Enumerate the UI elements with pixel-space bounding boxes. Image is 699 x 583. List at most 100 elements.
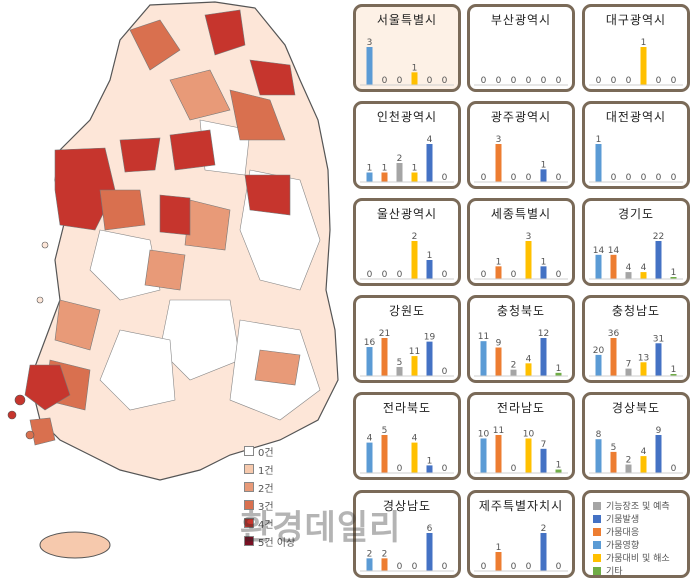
bar	[411, 442, 418, 473]
legend-swatch	[244, 518, 254, 528]
bar	[595, 144, 602, 182]
data-label: 4	[641, 263, 647, 273]
data-label: 0	[481, 562, 487, 572]
bar	[610, 451, 617, 473]
bar	[670, 374, 677, 376]
data-label: 0	[442, 464, 448, 474]
bar	[655, 343, 662, 376]
legend-label: 3건	[258, 501, 274, 513]
data-label: 2	[626, 456, 632, 466]
bar	[411, 356, 418, 376]
legend-item: 3건	[244, 498, 274, 513]
bar	[495, 552, 502, 571]
legend-swatch	[244, 536, 254, 546]
data-label: 5	[397, 358, 403, 368]
data-label: 0	[671, 464, 677, 474]
watermark: 환경데일리	[240, 508, 402, 548]
category-label: 기타	[606, 567, 623, 577]
data-label: 0	[442, 562, 448, 572]
category-label: 가뭄영향	[606, 541, 640, 551]
data-label: 14	[593, 246, 605, 256]
chart-title: 부산광역시	[490, 13, 552, 27]
jeju-island	[39, 531, 111, 559]
chart-title: 세종특별시	[490, 207, 552, 221]
category-swatch	[593, 514, 601, 523]
bar	[366, 47, 373, 85]
data-label: 3	[526, 232, 532, 242]
chart-title: 전라북도	[382, 401, 432, 415]
data-label: 6	[427, 524, 433, 534]
data-label: 4	[526, 354, 532, 364]
category-legend: 기능장조 및 예측 기뭄발생 가뭄대응 가뭄영향 가뭄대비 및 해소 기타	[582, 490, 690, 578]
category-legend-item: 가뭄대비 및 해소	[593, 551, 670, 564]
bar	[366, 442, 373, 473]
data-label: 5	[611, 443, 617, 453]
data-label: 0	[496, 76, 502, 86]
legend-item: 1건	[244, 462, 274, 477]
data-label: 1	[541, 160, 547, 170]
data-label: 11	[493, 426, 504, 436]
data-label: 7	[626, 360, 632, 370]
chart-title: 대구광역시	[605, 13, 667, 27]
chart-title: 대전광역시	[605, 110, 667, 124]
bar	[411, 72, 418, 85]
data-label: 1	[541, 257, 547, 267]
bar-chart: 010 020	[474, 524, 568, 572]
data-label: 1	[412, 63, 418, 73]
region-chart-card: 경상남도 2 2 0 0 6 0	[353, 490, 461, 578]
region-chart-card: 전라북도 4 5 0 4 1 0	[353, 392, 461, 480]
bar	[426, 260, 433, 279]
bar	[625, 272, 632, 279]
data-label: 5	[382, 426, 388, 436]
data-label: 3	[367, 38, 373, 48]
legend-swatch	[244, 500, 254, 510]
data-label: 0	[442, 270, 448, 280]
bar	[366, 347, 373, 376]
region-chart-card: 제주특별자치시 0 1 0 0 2 0	[467, 490, 575, 578]
data-label: 0	[511, 76, 517, 86]
legend-swatch	[244, 446, 254, 456]
bar	[381, 435, 388, 473]
bar	[555, 372, 562, 376]
data-label: 16	[364, 338, 376, 348]
category-swatch	[593, 501, 601, 510]
bar	[640, 272, 647, 279]
data-label: 2	[412, 232, 418, 242]
bar-chart: 030 010	[474, 135, 568, 183]
chart-title: 제주특별자치시	[478, 499, 564, 513]
category-legend-item: 가뭄대응	[593, 525, 639, 538]
data-label: 7	[541, 440, 547, 450]
data-label: 0	[526, 173, 532, 183]
data-label: 14	[608, 246, 620, 256]
data-label: 2	[511, 361, 517, 371]
bar	[540, 338, 547, 376]
data-label: 4	[626, 263, 632, 273]
category-legend-item: 가뭄영향	[593, 538, 639, 551]
chart-title: 강원도	[388, 304, 426, 318]
data-label: 0	[382, 270, 388, 280]
data-label: 1	[427, 456, 433, 466]
bar	[525, 363, 532, 376]
region-chart-card: 대구광역시 0 0 0 1 0 0	[582, 4, 690, 92]
bar	[381, 558, 388, 571]
data-label: 0	[397, 76, 403, 86]
chart-title: 울산광역시	[376, 207, 438, 221]
data-label: 4	[641, 447, 647, 457]
region-chart-card: 충청남도 20 36 7 13 31 1	[582, 295, 690, 383]
category-legend-item: 기뭄발생	[593, 512, 639, 525]
choropleth-map: 0건 1건 2건 3건 4건 5건 이상	[0, 0, 348, 583]
bar	[426, 465, 433, 473]
legend-item: 4건	[244, 516, 274, 531]
bar-chart: 10 0 0 0 0	[589, 135, 683, 183]
data-label: 0	[611, 173, 617, 183]
chart-title: 경상북도	[611, 401, 661, 415]
data-label: 0	[382, 76, 388, 86]
bar	[495, 347, 502, 376]
data-label: 1	[382, 164, 388, 174]
data-label: 0	[596, 76, 602, 86]
data-label: 22	[653, 232, 664, 242]
data-label: 11	[409, 347, 420, 357]
